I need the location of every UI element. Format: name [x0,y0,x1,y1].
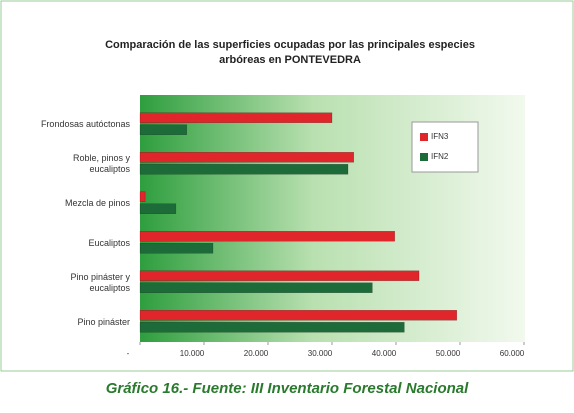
bar [139,231,395,242]
x-tick-label: 50.000 [436,349,461,358]
bar [139,164,349,175]
bar [139,310,458,321]
y-tick-label: Eucaliptos [88,237,130,248]
legend [411,121,479,173]
bar [139,112,333,123]
bar [139,322,405,333]
x-tick-label: 20.000 [244,349,269,358]
legend-label: IFN3 [431,132,449,141]
x-tick-label: 30.000 [308,349,333,358]
x-tick-label: 60.000 [500,349,525,358]
chart-title: Comparación de las superficies ocupadas … [105,39,475,66]
y-tick-label: Pino pináster [77,316,130,327]
legend-swatch [420,133,428,141]
legend-label: IFN2 [431,152,449,161]
y-tick-label: Roble, pinos y eucaliptos [72,153,130,175]
bar [139,203,177,214]
x-tick-label: - [127,349,130,358]
bar [139,243,214,254]
bar [139,124,187,135]
caption: Gráfico 16.- Fuente: III Inventario Fore… [105,380,469,397]
bar [139,152,355,163]
x-tick-label: 10.000 [180,349,205,358]
bar [139,191,146,202]
bar [139,282,373,293]
y-tick-label: Mezcla de pinos [64,198,130,209]
bar [139,270,420,281]
x-tick-label: 40.000 [372,349,397,358]
y-tick-label: Pino pináster y eucaliptos [70,271,130,293]
frame [0,0,574,372]
legend-swatch [420,153,428,161]
y-tick-label: Frondosas autóctonas [40,119,130,130]
